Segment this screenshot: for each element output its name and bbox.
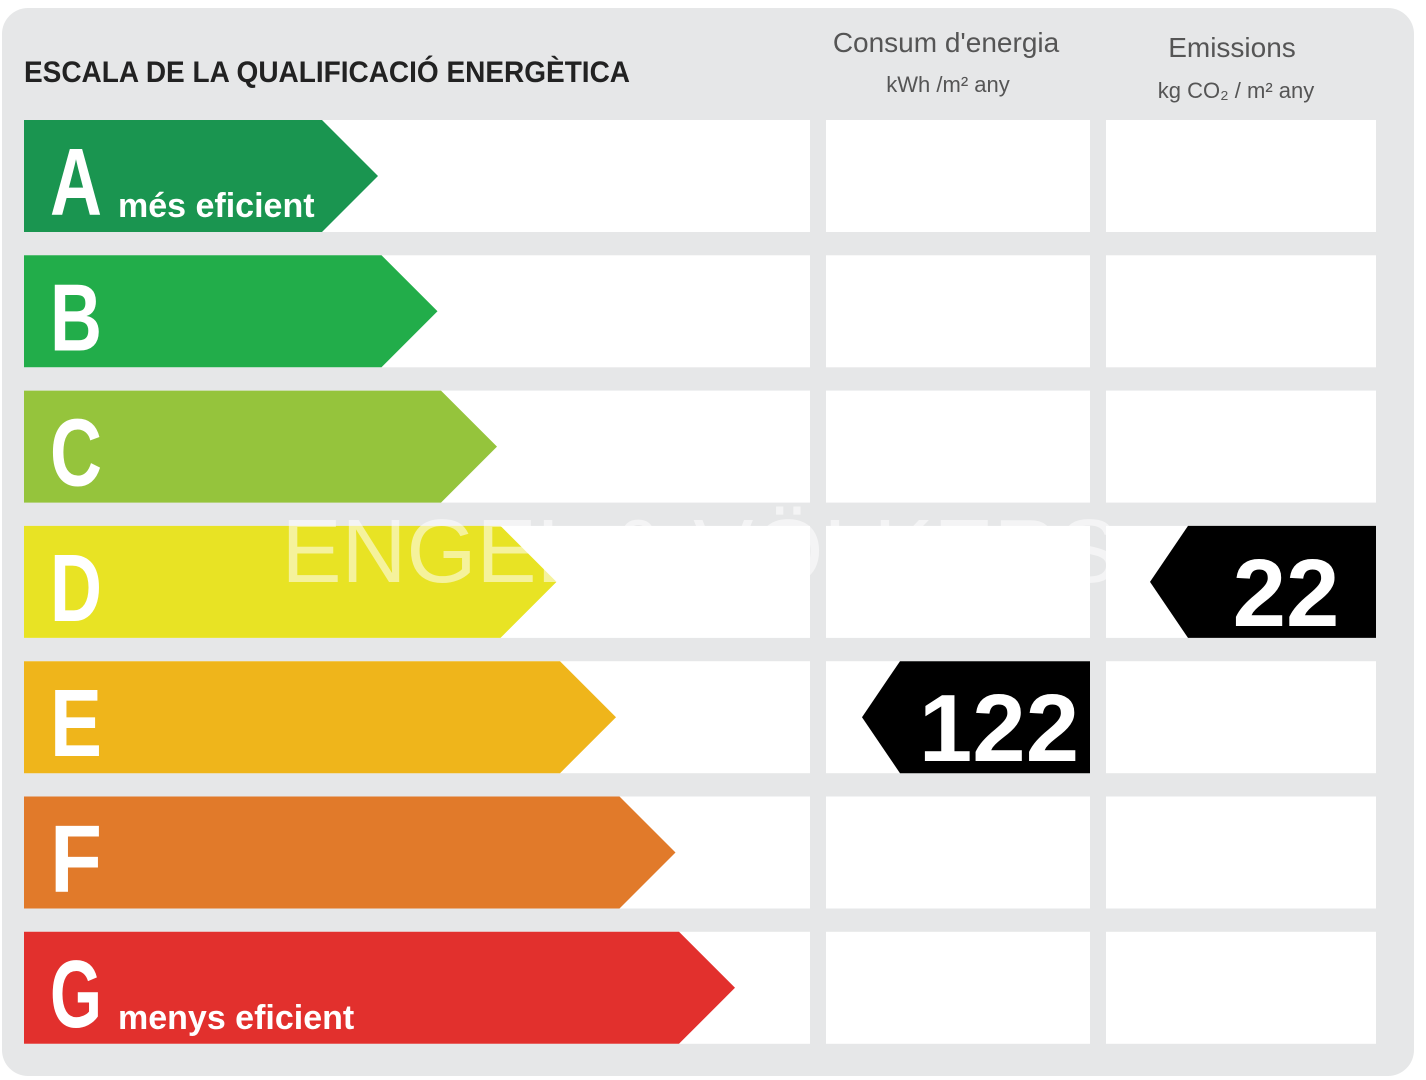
rating-indicator — [862, 661, 1090, 774]
indicator-value: 22 — [1233, 540, 1340, 647]
rating-indicator — [1150, 525, 1376, 638]
indicator-value: 122 — [919, 675, 1079, 782]
column-title: Emissions — [1168, 32, 1296, 63]
emissions-cell — [1106, 661, 1376, 774]
rating-arrow — [24, 255, 438, 368]
rating-arrow — [24, 120, 378, 232]
column-unit: kg CO₂ / m² any — [1158, 78, 1314, 103]
rating-letter: D — [50, 535, 102, 642]
rating-letter: C — [50, 400, 102, 507]
emissions-cell — [1106, 931, 1376, 1044]
rating-note: menys eficient — [118, 999, 354, 1037]
consumption-cell — [826, 796, 1090, 909]
rating-letter: E — [50, 670, 102, 777]
consumption-cell — [826, 390, 1090, 503]
rating-arrow — [24, 525, 557, 638]
label-title: ESCALA DE LA QUALIFICACIÓ ENERGÈTICA — [24, 55, 630, 89]
watermark: ENGEL & VÖLKERS — [282, 502, 1119, 602]
emissions-cell — [1106, 255, 1376, 368]
emissions-cell — [1106, 390, 1376, 503]
rating-letter: A — [50, 129, 102, 236]
emissions-cell — [1106, 796, 1376, 909]
consumption-cell — [826, 931, 1090, 1044]
rating-letter: F — [50, 806, 102, 913]
column-title: Consum d'energia — [833, 27, 1060, 58]
rating-arrow — [24, 931, 735, 1044]
consumption-cell — [826, 525, 1090, 638]
rating-note: més eficient — [118, 187, 315, 225]
consumption-cell — [826, 255, 1090, 368]
rating-letter: B — [50, 264, 102, 371]
column-unit: kWh /m² any — [886, 72, 1009, 97]
emissions-cell — [1106, 120, 1376, 232]
consumption-cell — [826, 120, 1090, 232]
rating-arrow — [24, 390, 497, 503]
rating-letter: G — [50, 941, 102, 1048]
rating-arrow — [24, 661, 616, 774]
rating-arrow — [24, 796, 676, 909]
